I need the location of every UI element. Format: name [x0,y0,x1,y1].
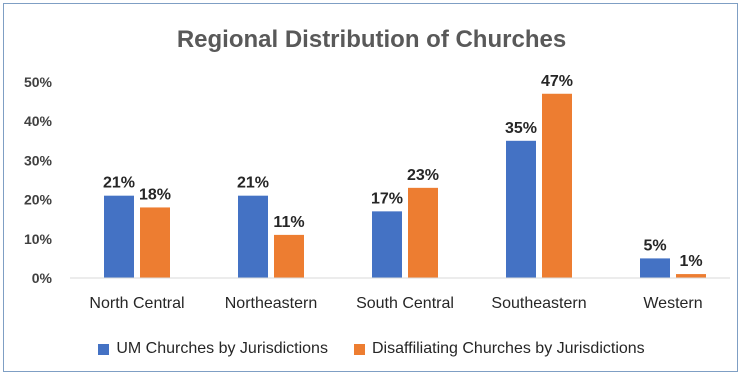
bar-disaffiliating-north-central [140,207,170,278]
bar-series-group [104,93,706,278]
data-label: 18% [139,186,171,203]
x-axis: North Central Northeastern South Central So… [70,277,730,312]
bar-disaffiliating-southeastern [542,93,572,278]
data-label: 21% [237,175,269,192]
data-labels-group: 21%18%21%11%17%23%35%47%5%1% [103,73,703,270]
data-label: 23% [407,167,439,184]
legend-item-disaffiliating-churches: Disaffiliating Churches by Jurisdictions [353,340,645,358]
data-label: 47% [541,73,573,90]
y-tick-label: 40% [24,113,53,129]
x-tick-label: North Central [89,295,184,312]
data-label: 35% [505,120,537,137]
legend-swatch-um [98,343,110,355]
y-axis: 0% 10% 20% 30% 40% 50% [24,74,53,286]
y-tick-label: 10% [24,231,53,247]
bar-um-southeastern [506,140,536,278]
data-label: 21% [103,175,135,192]
bar-disaffiliating-western [676,274,706,278]
data-label: 17% [371,190,403,207]
y-tick-label: 50% [24,74,53,90]
legend-swatch-disaffiliating [353,343,365,355]
x-tick-label: Northeastern [225,295,318,312]
chart-title: Regional Distribution of Churches [176,26,567,53]
y-tick-label: 0% [32,270,53,286]
chart-frame [3,3,738,372]
legend-label-disaffiliating: Disaffiliating Churches by Jurisdictions [371,340,645,357]
bar-um-northeastern [238,195,268,278]
data-label: 5% [643,237,666,254]
x-tick-label: South Central [356,295,454,312]
y-tick-label: 30% [24,152,53,168]
bar-disaffiliating-northeastern [274,234,304,278]
data-label: 11% [273,214,304,231]
x-tick-label: Western [643,295,702,312]
data-label: 1% [679,253,702,270]
bar-um-western [640,258,670,278]
x-tick-label: Southeastern [491,295,586,312]
legend-label-um: UM Churches by Jurisdictions [116,340,328,357]
legend: UM Churches by Jurisdictions Disaffiliat… [0,340,743,358]
bar-um-north-central [104,195,134,278]
bar-um-south-central [372,211,402,278]
y-tick-label: 20% [24,192,53,208]
bar-disaffiliating-south-central [408,187,438,278]
legend-item-um-churches: UM Churches by Jurisdictions [98,340,328,358]
